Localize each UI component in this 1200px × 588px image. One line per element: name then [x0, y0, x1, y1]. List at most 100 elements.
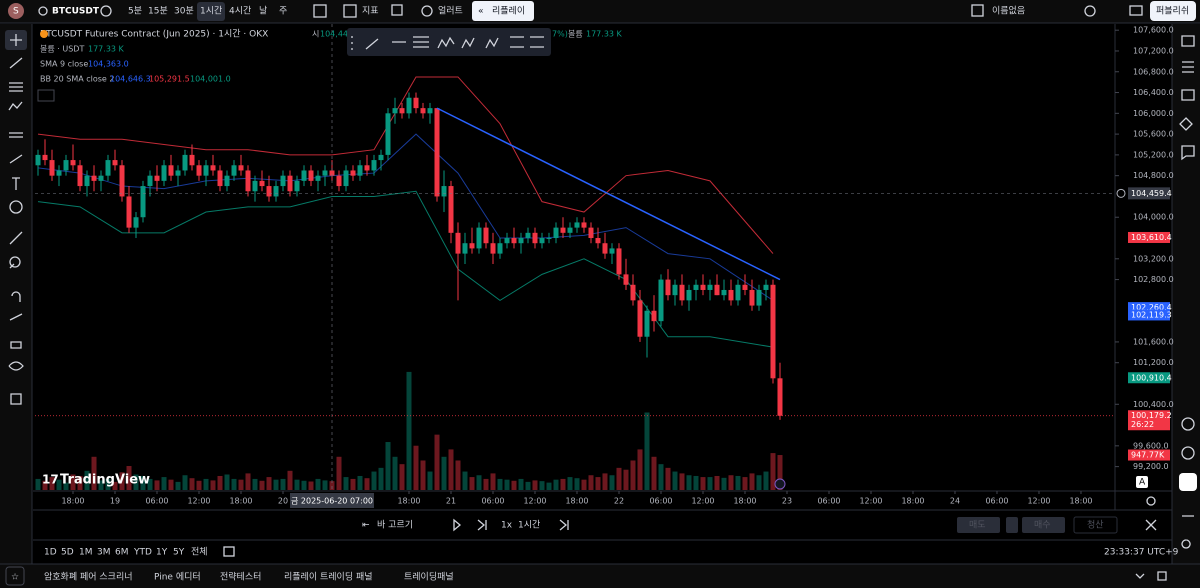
- publish[interactable]: 퍼블리쉬: [1156, 6, 1189, 17]
- candle-body: [245, 170, 251, 192]
- alert-icon[interactable]: [421, 5, 433, 17]
- zoom-tool[interactable]: [9, 256, 21, 268]
- volume-bar: [630, 460, 636, 490]
- bottom-tab[interactable]: 트레이딩패널: [404, 572, 454, 583]
- sma-value: 104,363.0: [88, 60, 129, 69]
- range[interactable]: 5Y: [173, 548, 185, 558]
- volume-bar: [616, 467, 622, 490]
- layout-name[interactable]: 이름없음: [992, 6, 1025, 17]
- sidebar-icons[interactable]: [1179, 35, 1195, 161]
- replay-controls[interactable]: [453, 518, 569, 532]
- interval[interactable]: 날: [259, 6, 267, 17]
- close[interactable]: 청산: [1087, 520, 1104, 531]
- auto-scale-button[interactable]: [1136, 476, 1148, 488]
- candle-body: [777, 378, 783, 416]
- range[interactable]: 1M: [79, 548, 93, 558]
- volume-bar: [497, 478, 503, 490]
- indicator-icon[interactable]: [343, 4, 357, 18]
- symbol[interactable]: BTCUSDT: [52, 7, 100, 17]
- alert[interactable]: 얼러트: [438, 6, 463, 17]
- replay[interactable]: 리플레이: [492, 6, 525, 17]
- interval[interactable]: 15분: [148, 6, 168, 17]
- bottom-tab[interactable]: Pine 에디터: [154, 572, 201, 583]
- interval[interactable]: 4시간: [229, 6, 251, 17]
- interval[interactable]: 30분: [174, 6, 194, 17]
- bottom-tab[interactable]: 전략테스터: [220, 571, 261, 583]
- axis-settings[interactable]: [1146, 496, 1156, 506]
- price-badge: [1128, 302, 1170, 314]
- volume-bar: [56, 479, 62, 490]
- candle-body: [441, 186, 447, 197]
- replay-interval[interactable]: 1시간: [518, 520, 540, 531]
- candle-body: [735, 284, 741, 301]
- crosshair-tool[interactable]: [10, 34, 22, 46]
- collapse-button[interactable]: [37, 89, 55, 102]
- panel-controls[interactable]: [1135, 571, 1167, 581]
- volume-bar: [700, 477, 706, 490]
- settings-icon[interactable]: [1084, 5, 1096, 17]
- emoji-tool[interactable]: [9, 200, 23, 214]
- search-icon[interactable]: [38, 6, 48, 16]
- y-tick-label: 106,800.0: [1133, 67, 1174, 76]
- sell[interactable]: 매도: [969, 520, 986, 531]
- trendline[interactable]: [436, 107, 781, 281]
- select-bar[interactable]: 바 고르기: [377, 520, 413, 531]
- candle-body: [602, 243, 608, 254]
- close-button[interactable]: [1073, 516, 1118, 534]
- indicators[interactable]: 지표: [362, 6, 379, 17]
- date-range-icon[interactable]: [223, 546, 235, 557]
- snapshot-icon[interactable]: [1129, 5, 1143, 16]
- volume-bar: [196, 480, 202, 490]
- range[interactable]: 6M: [115, 548, 129, 558]
- volume-bar: [182, 475, 188, 490]
- favorite-star[interactable]: ☆: [11, 573, 19, 583]
- compare-icon[interactable]: [100, 5, 112, 17]
- drawing-tools[interactable]: [8, 57, 23, 190]
- apps-icon[interactable]: [1179, 473, 1197, 491]
- range[interactable]: 1Y: [156, 548, 168, 558]
- replay-speed[interactable]: 1x: [501, 521, 513, 531]
- volume-bar: [469, 477, 475, 490]
- volume-bar: [189, 478, 195, 490]
- range[interactable]: 전체: [191, 547, 208, 558]
- chart-type-icon[interactable]: [313, 4, 327, 18]
- bottom-tab[interactable]: 암호화폐 페어 스크리너: [44, 571, 133, 583]
- templates-icon[interactable]: [391, 4, 403, 16]
- range[interactable]: YTD: [133, 548, 152, 558]
- candle-body: [392, 108, 398, 114]
- bottom-tab[interactable]: 리플레이 트레이딩 패널: [284, 572, 373, 583]
- auto-scale[interactable]: A: [1139, 478, 1146, 488]
- candle-body: [574, 222, 580, 228]
- exit-replay[interactable]: [1145, 519, 1157, 531]
- candle-body: [238, 165, 244, 171]
- interval[interactable]: 5분: [128, 6, 142, 17]
- volume-bar: [252, 478, 258, 490]
- buy[interactable]: 매수: [1034, 520, 1051, 531]
- candle-body: [532, 232, 538, 244]
- range[interactable]: 5D: [61, 548, 74, 558]
- x-tick-label: 06:00: [985, 497, 1008, 506]
- drawing-toolbar-icons[interactable]: [351, 36, 544, 50]
- interval[interactable]: 주: [279, 6, 287, 17]
- volume-bar: [525, 481, 531, 490]
- publish-button[interactable]: [1150, 1, 1196, 21]
- volume-bar: [98, 480, 104, 490]
- avatar[interactable]: [8, 3, 24, 19]
- favorite[interactable]: [5, 566, 25, 586]
- interval[interactable]: 1시간: [200, 6, 222, 17]
- sidebar-icon[interactable]: [1181, 446, 1195, 460]
- volume-bar: [259, 480, 265, 490]
- bottom-panel: [0, 564, 1200, 588]
- interval-selected[interactable]: [197, 2, 225, 21]
- sell-button[interactable]: [957, 517, 1000, 533]
- candle-body: [406, 97, 412, 114]
- range[interactable]: 3M: [97, 548, 111, 558]
- sidebar-icon[interactable]: [1181, 417, 1195, 431]
- volume-bar: [770, 453, 776, 490]
- buy-button[interactable]: [1022, 517, 1065, 533]
- replay-button[interactable]: [472, 1, 534, 21]
- crosshair-add[interactable]: [1116, 188, 1126, 198]
- range[interactable]: 1D: [44, 548, 57, 558]
- price-badge: [1128, 410, 1170, 431]
- layout-icon[interactable]: [971, 4, 984, 17]
